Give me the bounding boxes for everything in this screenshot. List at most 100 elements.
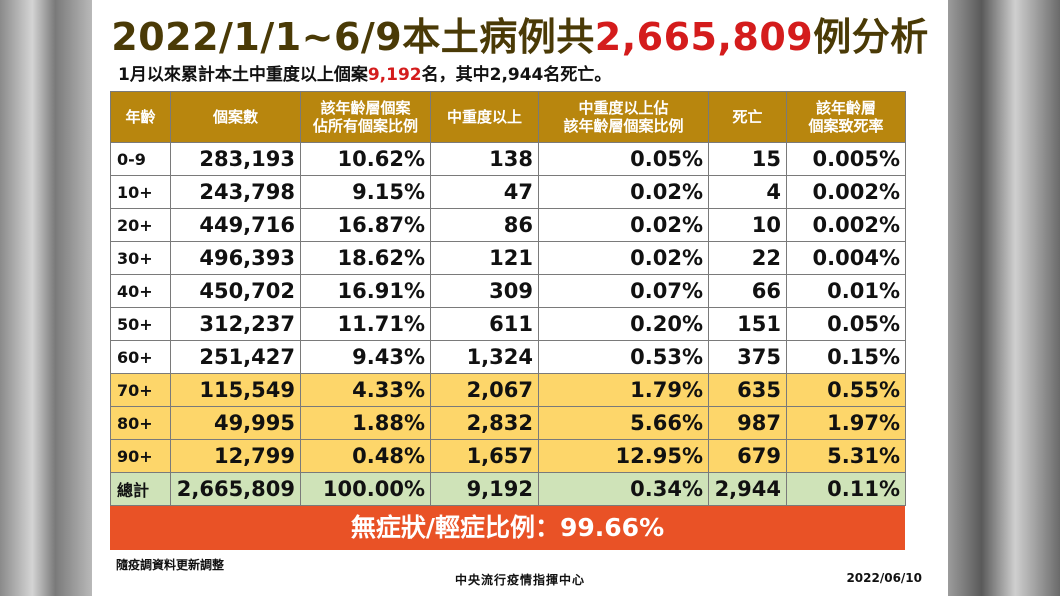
value-cell: 16.87%: [300, 208, 431, 242]
value-cell: 0.002%: [786, 175, 906, 209]
value-cell: 0.20%: [538, 307, 709, 341]
subtitle-highlight: 9,192: [367, 65, 422, 85]
value-cell: 4.33%: [300, 373, 431, 407]
value-cell: 66: [708, 274, 787, 308]
total-value-cell: 100.00%: [300, 472, 431, 506]
column-header: 中重度以上: [430, 91, 539, 143]
table-row: 50+ 312,237 11.71% 611 0.20% 151 0.05%: [110, 307, 906, 341]
age-group-cell: 60+: [110, 340, 171, 374]
value-cell: 47: [430, 175, 539, 209]
value-cell: 243,798: [170, 175, 301, 209]
value-cell: 450,702: [170, 274, 301, 308]
value-cell: 312,237: [170, 307, 301, 341]
value-cell: 18.62%: [300, 241, 431, 275]
footer-org: 中央流行疫情指揮中心: [454, 573, 585, 587]
value-cell: 0.005%: [786, 142, 906, 176]
value-cell: 283,193: [170, 142, 301, 176]
table-row: 90+ 12,799 0.48% 1,657 12.95% 679 5.31%: [110, 439, 906, 473]
value-cell: 0.01%: [786, 274, 906, 308]
column-header: 中重度以上佔 該年齡層個案比例: [538, 91, 709, 143]
value-cell: 309: [430, 274, 539, 308]
value-cell: 0.07%: [538, 274, 709, 308]
value-cell: 5.66%: [538, 406, 709, 440]
table-row: 30+ 496,393 18.62% 121 0.02% 22 0.004%: [110, 241, 906, 275]
value-cell: 635: [708, 373, 787, 407]
value-cell: 11.71%: [300, 307, 431, 341]
subtitle: 1月以來累計本土中重度以上個案9,192名，其中2,944名死亡。: [118, 60, 611, 85]
value-cell: 10: [708, 208, 787, 242]
value-cell: 10.62%: [300, 142, 431, 176]
age-group-cell: 90+: [110, 439, 171, 473]
column-header: 個案數: [170, 91, 301, 143]
value-cell: 449,716: [170, 208, 301, 242]
total-value-cell: 2,665,809: [170, 472, 301, 506]
value-cell: 9.15%: [300, 175, 431, 209]
value-cell: 0.48%: [300, 439, 431, 473]
value-cell: 611: [430, 307, 539, 341]
table-header-row: 年齡 個案數 該年齡層個案 佔所有個案比例 中重度以上 中重度以上佔 該年齡層個案比例 死亡該…: [110, 91, 906, 143]
value-cell: 2,832: [430, 406, 539, 440]
value-cell: 121: [430, 241, 539, 275]
subtitle-suffix: 名，其中2,944名死亡。: [421, 65, 612, 85]
total-value-cell: 0.34%: [538, 472, 709, 506]
table-row: 10+ 243,798 9.15% 47 0.02% 4 0.002%: [110, 175, 906, 209]
age-group-cell: 70+: [110, 373, 171, 407]
age-group-cell: 30+: [110, 241, 171, 275]
table-row: 20+ 449,716 16.87% 86 0.02% 10 0.002%: [110, 208, 906, 242]
value-cell: 0.02%: [538, 175, 709, 209]
value-cell: 1,657: [430, 439, 539, 473]
table-row: 40+ 450,702 16.91% 309 0.07% 66 0.01%: [110, 274, 906, 308]
value-cell: 12.95%: [538, 439, 709, 473]
value-cell: 2,067: [430, 373, 539, 407]
value-cell: 15: [708, 142, 787, 176]
asymptomatic-banner: 無症狀/輕症比例：99.66%: [110, 506, 905, 550]
total-row: 總計 2,665,809 100.00% 9,192 0.34% 2,944 0.11%: [110, 472, 906, 506]
table-row: 80+ 49,995 1.88% 2,832 5.66% 987 1.97%: [110, 406, 906, 440]
value-cell: 496,393: [170, 241, 301, 275]
title-suffix: 例分析: [813, 15, 929, 59]
value-cell: 0.15%: [786, 340, 906, 374]
age-group-cell: 0-9: [110, 142, 171, 176]
value-cell: 0.53%: [538, 340, 709, 374]
column-header: 年齡: [110, 91, 171, 143]
title-highlight: 2,665,809: [594, 15, 814, 59]
value-cell: 0.55%: [786, 373, 906, 407]
value-cell: 0.05%: [786, 307, 906, 341]
value-cell: 151: [708, 307, 787, 341]
value-cell: 1.88%: [300, 406, 431, 440]
total-label-cell: 總計: [110, 472, 171, 506]
age-stats-table: 年齡 個案數 該年齡層個案 佔所有個案比例 中重度以上 中重度以上佔 該年齡層個案比例 死亡該…: [110, 91, 906, 506]
value-cell: 138: [430, 142, 539, 176]
value-cell: 16.91%: [300, 274, 431, 308]
value-cell: 1.97%: [786, 406, 906, 440]
value-cell: 0.05%: [538, 142, 709, 176]
table-row: 70+ 115,549 4.33% 2,067 1.79% 635 0.55%: [110, 373, 906, 407]
footer-note: 隨疫調資料更新調整: [116, 558, 225, 572]
value-cell: 9.43%: [300, 340, 431, 374]
page-title: 2022/1/1~6/9本土病例共2,665,809例分析: [92, 6, 948, 61]
table-row: 0-9 283,193 10.62% 138 0.05% 15 0.005%: [110, 142, 906, 176]
slide: 2022/1/1~6/9本土病例共2,665,809例分析 1月以來累計本土中重…: [92, 0, 948, 596]
background-right: [948, 0, 1060, 596]
value-cell: 115,549: [170, 373, 301, 407]
total-value-cell: 2,944: [708, 472, 787, 506]
value-cell: 679: [708, 439, 787, 473]
value-cell: 375: [708, 340, 787, 374]
value-cell: 0.02%: [538, 241, 709, 275]
column-header: 該年齡層 個案致死率: [786, 91, 906, 143]
value-cell: 0.004%: [786, 241, 906, 275]
value-cell: 1,324: [430, 340, 539, 374]
age-group-cell: 10+: [110, 175, 171, 209]
age-group-cell: 20+: [110, 208, 171, 242]
value-cell: 4: [708, 175, 787, 209]
value-cell: 987: [708, 406, 787, 440]
subtitle-prefix: 1月以來累計本土中重度以上個案: [118, 65, 368, 85]
age-group-cell: 50+: [110, 307, 171, 341]
total-value-cell: 0.11%: [786, 472, 906, 506]
value-cell: 0.002%: [786, 208, 906, 242]
column-header: 該年齡層個案 佔所有個案比例: [300, 91, 431, 143]
value-cell: 49,995: [170, 406, 301, 440]
age-group-cell: 40+: [110, 274, 171, 308]
column-header: 死亡: [708, 91, 787, 143]
value-cell: 86: [430, 208, 539, 242]
